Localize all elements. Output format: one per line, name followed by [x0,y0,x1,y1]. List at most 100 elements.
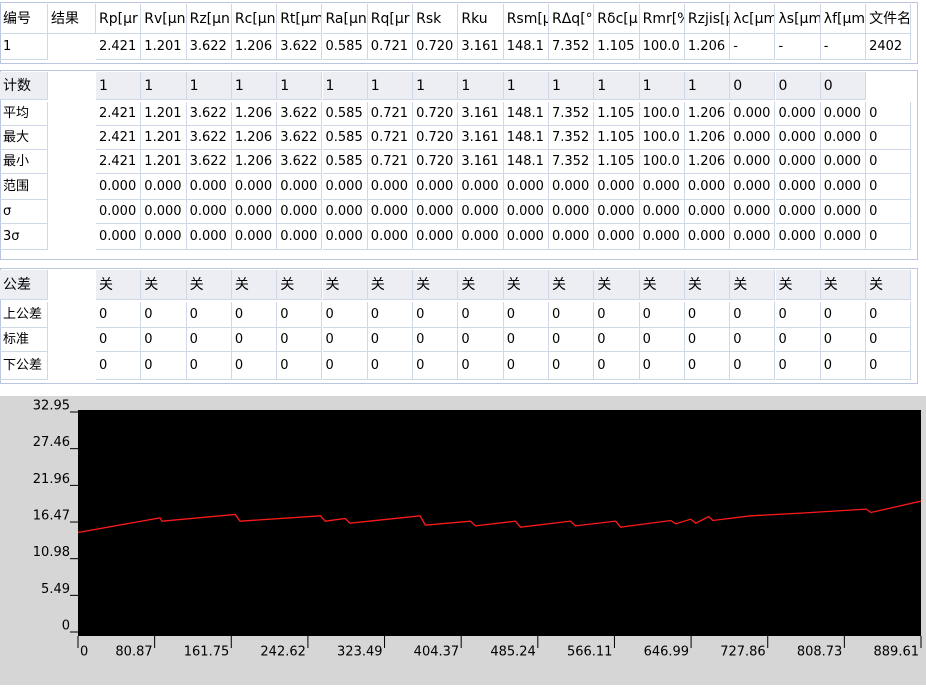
column-header: 文件名 [866,4,912,34]
stat-cell: 0 [866,102,912,126]
tolerance-cell: 0 [820,302,867,328]
result-cell: 0.585 [322,34,368,60]
column-header: Rku [458,4,504,34]
stat-cell: 0.000 [730,126,776,150]
stat-cell: 1.206 [231,126,278,150]
stat-cell: 3.622 [186,102,232,126]
tolerance-cell: 关 [458,270,504,300]
tolerance-cell: 0 [322,352,368,380]
tolerance-label: 公差 [0,270,48,300]
tolerance-cell: 0 [684,302,731,328]
stat-cell: 0.000 [549,174,595,200]
tolerance-cell: 关 [322,270,368,300]
stat-cell: 0.585 [322,102,368,126]
row-id: 1 [0,34,48,60]
tolerance-cell: 0 [277,352,323,380]
tolerance-cell: 0 [866,352,912,380]
tolerance-cell: 关 [639,270,685,300]
column-header: 编号 [0,4,48,34]
stat-cell: 3.622 [277,102,323,126]
stat-cell: 1 [231,72,278,100]
stat-label: σ [0,200,48,224]
stat-cell: 0 [866,150,912,174]
stat-label: 3σ [0,224,48,250]
stat-cell: 0.000 [277,200,323,224]
stat-cell: 1.206 [684,150,731,174]
y-tick-label: 32.95 [33,399,70,414]
stat-cell: 1 [684,72,731,100]
stat-cell: 1.201 [141,150,187,174]
stat-cell: 0.000 [231,224,278,250]
column-header: RΔq[° [549,4,595,34]
stat-cell: 0.000 [231,200,278,224]
x-tick-label: 566.11 [567,645,613,660]
stat-cell: 1 [277,72,323,100]
stat-cell: 0 [820,72,867,100]
column-header: λf[μm [820,4,867,34]
tolerance-label: 上公差 [0,302,48,328]
tolerance-cell: 0 [231,328,278,352]
stat-cell: 0.000 [775,126,821,150]
tolerance-cell: 0 [186,302,232,328]
tolerance-cell: 0 [96,352,142,380]
stat-cell: 0.000 [277,174,323,200]
stat-label: 平均 [0,102,48,126]
stat-cell: 1 [96,72,142,100]
tolerance-cell: 0 [594,302,640,328]
stat-cell: 1.206 [231,102,278,126]
x-tick-label: 80.87 [115,645,152,660]
stat-cell: 0.000 [322,224,368,250]
x-tick-label: 646.99 [644,645,690,660]
x-tick-label: 808.73 [797,645,843,660]
stat-cell: 0.000 [594,200,640,224]
tolerance-cell: 0 [775,302,821,328]
tolerance-cell: 0 [866,328,912,352]
column-header: λs[μm [775,4,821,34]
tolerance-cell: 关 [231,270,278,300]
result-cell: 148.1 [503,34,549,60]
stat-cell: 0.000 [594,174,640,200]
stat-cell: 0 [866,174,912,200]
stat-cell: 1 [141,72,187,100]
stat-cell: 1.105 [594,150,640,174]
stat-cell: 3.161 [458,102,504,126]
stat-cell: 0.000 [639,174,685,200]
stat-cell: 1 [594,72,640,100]
stat-cell: 0.000 [141,174,187,200]
column-header: Rδc[μ [594,4,640,34]
stat-cell: 0 [866,224,912,250]
tolerance-cell: 0 [775,328,821,352]
stat-cell: 0.000 [413,200,459,224]
tolerance-cell: 关 [141,270,187,300]
column-header: Rsm[μ [503,4,549,34]
result-cell: - [775,34,821,60]
stat-cell: 1.201 [141,126,187,150]
tolerance-cell: 0 [322,328,368,352]
stat-cell: 0.000 [684,224,731,250]
tolerance-frame [0,268,918,384]
tolerance-cell: 关 [549,270,595,300]
stat-cell: 0.000 [639,200,685,224]
tolerance-label: 标准 [0,328,48,352]
tolerance-cell: 0 [684,328,731,352]
column-header: Ra[μn [322,4,368,34]
stat-cell: 100.0 [639,150,685,174]
tolerance-cell: 0 [96,328,142,352]
result-cell: 7.352 [549,34,595,60]
stat-cell: 3.622 [277,150,323,174]
stat-cell: 0.000 [775,150,821,174]
tolerance-cell: 0 [775,352,821,380]
result-cell: 2.421 [96,34,142,60]
tolerance-cell: 0 [730,302,776,328]
column-header: Rsk [413,4,459,34]
stat-cell: 0.000 [549,200,595,224]
tolerance-cell: 0 [186,352,232,380]
tolerance-cell: 0 [141,352,187,380]
stat-cell: 0.000 [186,224,232,250]
stat-cell: 0.720 [413,102,459,126]
stat-cell: 0.000 [820,174,867,200]
tolerance-cell: 0 [820,352,867,380]
stat-cell: 1 [458,72,504,100]
stat-cell: 2.421 [96,102,142,126]
